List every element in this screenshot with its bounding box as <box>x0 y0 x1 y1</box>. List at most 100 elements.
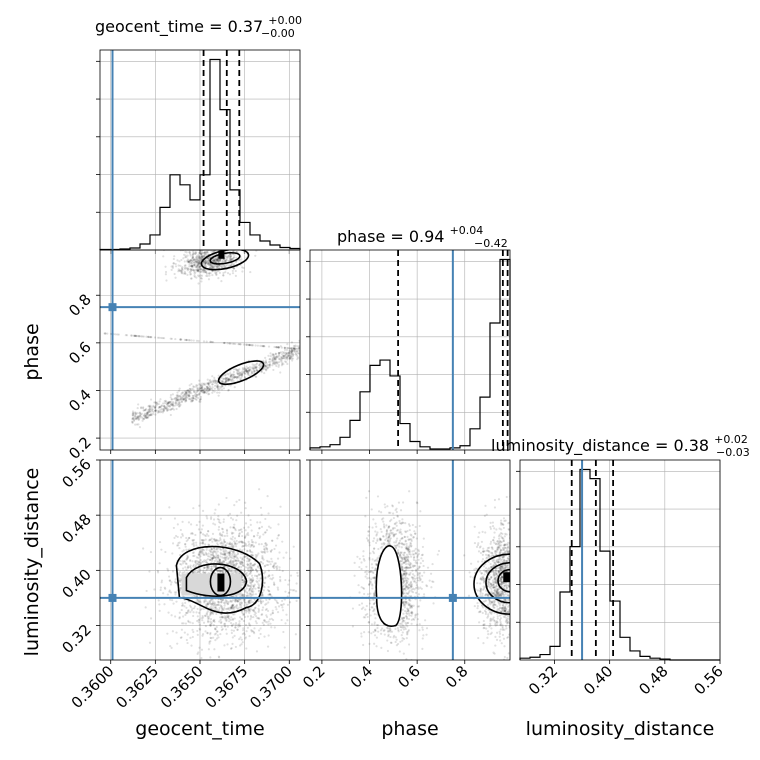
sample-point <box>286 352 289 355</box>
sample-point <box>203 247 205 249</box>
sample-point <box>189 273 192 276</box>
sample-point <box>403 557 406 561</box>
sample-point <box>274 565 278 568</box>
sample-point <box>290 350 293 353</box>
sample-point <box>253 363 256 367</box>
sample-point <box>248 599 252 602</box>
sample-point <box>292 545 295 548</box>
sample-point <box>191 255 194 259</box>
sample-point <box>170 398 173 401</box>
sample-point <box>207 382 210 386</box>
sample-point <box>373 576 376 579</box>
sample-point <box>380 646 383 649</box>
sample-point <box>186 556 189 559</box>
sample-point <box>132 412 135 415</box>
sample-point <box>291 349 295 353</box>
sample-point <box>217 269 220 273</box>
sample-point <box>264 361 267 364</box>
sample-point <box>403 535 406 539</box>
sample-point <box>258 364 261 367</box>
sample-point <box>412 556 416 559</box>
sample-point <box>159 588 162 592</box>
sample-point <box>404 555 408 558</box>
sample-point <box>193 258 196 261</box>
sample-point <box>212 624 215 627</box>
sample-point <box>286 362 289 366</box>
sample-point <box>238 616 242 619</box>
sample-point <box>192 565 195 568</box>
sample-point <box>149 413 152 417</box>
sample-point <box>219 521 222 525</box>
sample-point <box>238 601 242 604</box>
sample-point <box>229 255 232 259</box>
sample-point <box>239 371 242 374</box>
sample-point <box>372 603 375 606</box>
sample-point <box>280 357 283 360</box>
sample-point <box>189 388 193 391</box>
sample-point <box>248 577 251 580</box>
sample-point <box>235 562 238 565</box>
sample-point <box>214 380 217 383</box>
sample-point <box>212 259 216 263</box>
sample-point <box>404 531 408 534</box>
sample-point <box>375 623 379 627</box>
sample-point <box>252 564 256 567</box>
sample-point <box>374 628 377 631</box>
sample-point <box>400 563 404 566</box>
sample-point <box>406 556 409 559</box>
sample-point <box>215 265 219 268</box>
sample-point <box>220 601 223 604</box>
sample-point <box>214 265 217 268</box>
sample-point <box>406 621 409 625</box>
sample-point <box>208 388 211 391</box>
sample-point <box>187 620 190 624</box>
sample-point <box>250 564 253 567</box>
sample-point <box>274 352 277 355</box>
panel-phase-vs-luminosity_distance: 0.2 0.4 0.6 0.8 <box>299 459 511 692</box>
sample-point <box>144 413 147 416</box>
sample-point <box>242 545 246 548</box>
sample-point <box>178 260 181 263</box>
sample-point <box>199 601 202 604</box>
sample-point <box>230 570 233 573</box>
sample-point <box>197 268 201 271</box>
sample-point <box>181 396 185 399</box>
sample-point <box>418 565 421 568</box>
sample-point <box>216 634 219 637</box>
sample-point <box>160 404 163 407</box>
sample-point <box>380 627 384 630</box>
sample-point <box>217 547 220 550</box>
sample-point <box>234 626 237 629</box>
sample-point <box>275 346 278 349</box>
sample-point <box>225 618 228 621</box>
sample-point <box>401 631 404 634</box>
sample-point <box>226 625 229 628</box>
sample-point <box>271 359 275 362</box>
sample-point <box>189 267 192 271</box>
sample-point <box>225 619 228 623</box>
sample-point <box>192 630 195 634</box>
sample-point <box>167 569 170 572</box>
sample-point <box>230 605 234 608</box>
sample-point <box>249 270 252 274</box>
sample-point <box>168 400 171 404</box>
sample-point <box>129 334 133 337</box>
sample-point <box>220 265 223 268</box>
sample-point <box>239 343 242 346</box>
sample-point <box>215 382 219 385</box>
sample-point <box>205 561 208 564</box>
sample-point <box>250 529 253 532</box>
sample-point <box>211 602 214 605</box>
sample-point <box>254 556 257 559</box>
sample-point <box>373 613 376 616</box>
sample-point <box>245 369 248 372</box>
sample-point <box>233 376 236 379</box>
sample-point <box>149 409 152 413</box>
sample-point <box>249 607 252 611</box>
sample-point <box>217 374 220 377</box>
sample-point <box>216 385 219 388</box>
sample-point <box>283 646 286 649</box>
sample-point <box>198 262 202 265</box>
sample-point <box>224 540 227 544</box>
sample-point <box>398 650 401 653</box>
